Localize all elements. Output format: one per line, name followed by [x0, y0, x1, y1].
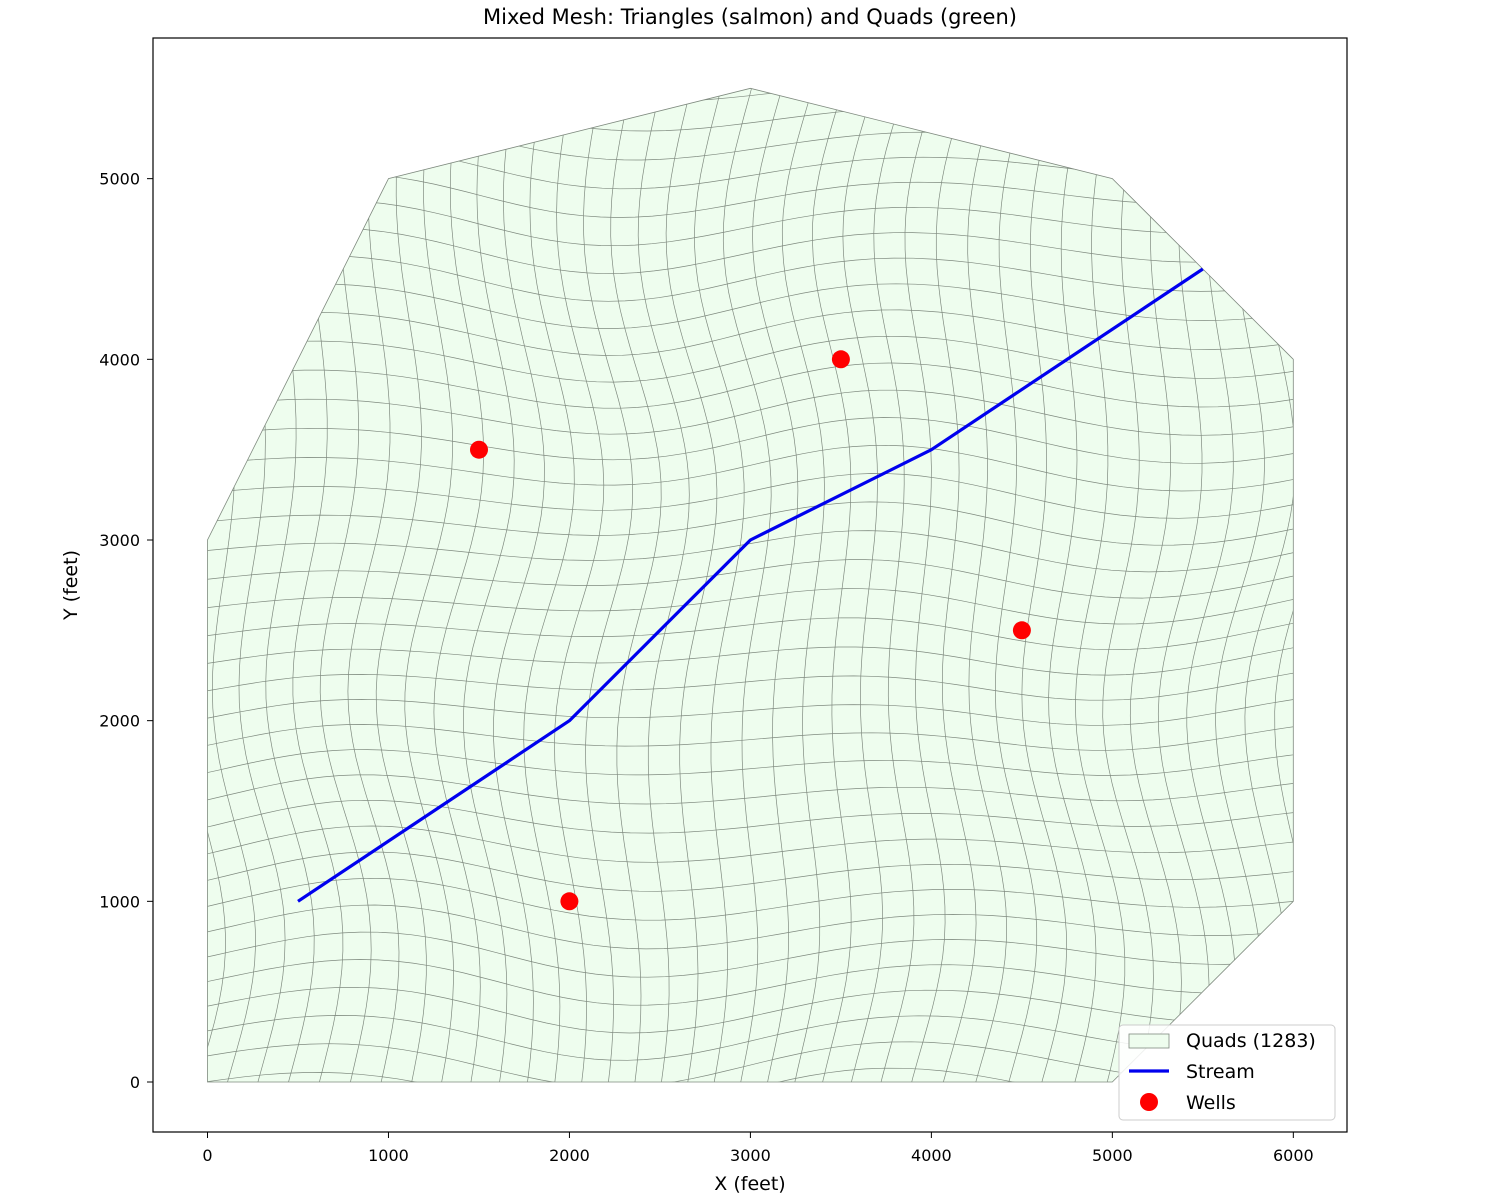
mesh-edge	[191, 43, 1328, 76]
mesh-edge	[207, 749, 1294, 781]
mesh-edge	[207, 904, 1294, 950]
mesh-edge	[207, 559, 1294, 599]
well-marker	[1012, 621, 1031, 640]
legend-quads-label: Quads (1283)	[1186, 1030, 1316, 1052]
y-tick-label: 4000	[99, 350, 140, 369]
x-tick-label: 6000	[1273, 1146, 1314, 1165]
mesh-edge	[207, 88, 226, 1083]
well-marker	[470, 440, 488, 459]
mesh-edge	[207, 530, 1294, 573]
mesh-edge	[207, 724, 1294, 754]
mesh-edge	[207, 774, 1294, 808]
legend-wells-swatch	[1140, 1093, 1158, 1111]
x-tick-label: 1000	[368, 1146, 409, 1165]
mesh-edge	[207, 501, 1294, 546]
wells	[470, 350, 1031, 911]
y-tick-label: 1000	[99, 892, 140, 911]
mesh-edge	[207, 389, 1294, 436]
mesh-edge	[156, 49, 195, 1115]
mesh-edge	[1305, 22, 1356, 1122]
legend-stream-label: Stream	[1186, 1061, 1255, 1083]
mesh-edge	[207, 335, 1294, 383]
well-marker	[560, 892, 579, 911]
mesh-edge	[207, 362, 1294, 409]
x-axis-label: X (feet)	[714, 1173, 785, 1195]
mesh-edge	[207, 931, 1294, 978]
chart-title: Mixed Mesh: Triangles (salmon) and Quads…	[483, 5, 1017, 29]
x-tick-label: 3000	[730, 1146, 771, 1165]
well-marker	[831, 350, 850, 369]
mesh-edge	[207, 825, 1294, 863]
mesh-edge	[207, 617, 1294, 651]
mesh-edge	[207, 643, 1294, 676]
mesh-edge	[207, 1067, 1294, 1083]
y-tick-label: 0	[130, 1073, 140, 1092]
x-tick-label: 2000	[549, 1146, 590, 1165]
plot-area	[156, 22, 1356, 1122]
mesh-edge	[207, 697, 1294, 727]
y-axis-label: Y (feet)	[60, 550, 82, 621]
mesh-edge	[207, 473, 1294, 519]
mesh-edge	[207, 670, 1294, 701]
stream-line	[297, 267, 1204, 903]
mesh-edge	[207, 588, 1294, 625]
mesh-edge	[207, 959, 1294, 1006]
x-tick-label: 4000	[911, 1146, 952, 1165]
x-axis: 0 1000 2000 3000 4000 5000 6000	[202, 1132, 1314, 1165]
legend-quads-swatch	[1128, 1033, 1170, 1049]
legend-frame	[1118, 1024, 1336, 1121]
y-tick-label: 2000	[99, 712, 140, 731]
x-tick-label: 0	[202, 1146, 212, 1165]
legend-wells-label: Wells	[1186, 1092, 1236, 1114]
mesh-edge	[207, 444, 1294, 492]
y-tick-label: 3000	[99, 531, 140, 550]
mesh-edge	[207, 799, 1294, 834]
mesh-edge	[207, 283, 1294, 329]
mesh-edge	[207, 877, 1294, 921]
mesh-edge	[207, 986, 1294, 1034]
mesh-edge	[207, 417, 1294, 464]
legend: Quads (1283) Stream Wells	[1118, 1024, 1336, 1121]
y-axis: 0 1000 2000 3000 4000 5000	[99, 170, 153, 1092]
y-tick-label: 5000	[99, 170, 140, 189]
mesh-domain	[207, 87, 1294, 1083]
x-tick-label: 5000	[1092, 1146, 1133, 1165]
mesh-edge	[207, 255, 1294, 302]
mesh-edge	[207, 309, 1294, 356]
